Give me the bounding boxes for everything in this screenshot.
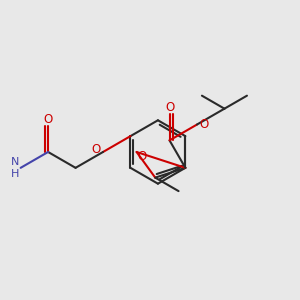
Text: N
H: N H — [11, 157, 19, 178]
Text: O: O — [165, 101, 174, 114]
Text: O: O — [137, 150, 146, 164]
Text: O: O — [92, 142, 101, 155]
Text: O: O — [199, 118, 208, 131]
Text: O: O — [44, 112, 53, 125]
